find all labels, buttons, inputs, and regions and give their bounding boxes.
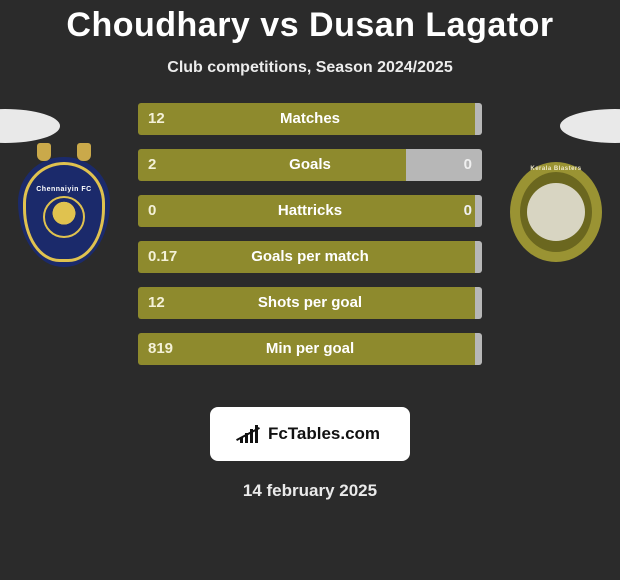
stat-row: Goals per match0.17 xyxy=(138,241,482,273)
comparison-stage: Chennaiyin FC Kerala Blasters Matches12G… xyxy=(0,103,620,393)
team-badge-right: Kerala Blasters xyxy=(510,157,602,267)
page-title: Choudhary vs Dusan Lagator xyxy=(0,0,620,45)
circle-badge-icon: Kerala Blasters xyxy=(510,162,602,262)
team-badge-left: Chennaiyin FC xyxy=(18,157,110,267)
badge-left-label: Chennaiyin FC xyxy=(36,186,92,193)
stat-value-left: 12 xyxy=(138,103,175,135)
stat-label: Matches xyxy=(138,103,482,135)
subtitle: Club competitions, Season 2024/2025 xyxy=(0,59,620,77)
stat-bars: Matches12Goals20Hattricks00Goals per mat… xyxy=(138,103,482,379)
stat-row: Min per goal819 xyxy=(138,333,482,365)
stat-value-right: 0 xyxy=(454,195,482,227)
stat-row: Shots per goal12 xyxy=(138,287,482,319)
stat-value-right: 0 xyxy=(454,149,482,181)
shield-icon: Chennaiyin FC xyxy=(18,157,110,267)
stat-value-left: 2 xyxy=(138,149,166,181)
ellipse-right xyxy=(560,109,620,143)
stat-label: Goals per match xyxy=(138,241,482,273)
stat-row: Goals2 0 xyxy=(138,149,482,181)
stat-value-left: 819 xyxy=(138,333,183,365)
stat-label: Min per goal xyxy=(138,333,482,365)
mask-icon xyxy=(43,196,85,238)
badge-right-label: Kerala Blasters xyxy=(510,166,602,172)
elephant-icon xyxy=(527,183,585,241)
stat-label: Shots per goal xyxy=(138,287,482,319)
date-text: 14 february 2025 xyxy=(0,481,620,501)
brand-card: FcTables.com xyxy=(210,407,410,461)
ellipse-left xyxy=(0,109,60,143)
stat-value-left: 0.17 xyxy=(138,241,187,273)
stat-row: Hattricks0 0 xyxy=(138,195,482,227)
brand-text: FcTables.com xyxy=(268,424,380,444)
stat-label: Goals xyxy=(138,149,482,181)
stat-row: Matches12 xyxy=(138,103,482,135)
stat-value-left: 12 xyxy=(138,287,175,319)
stat-value-left: 0 xyxy=(138,195,166,227)
stat-label: Hattricks xyxy=(138,195,482,227)
brand-logo-icon xyxy=(240,425,262,443)
